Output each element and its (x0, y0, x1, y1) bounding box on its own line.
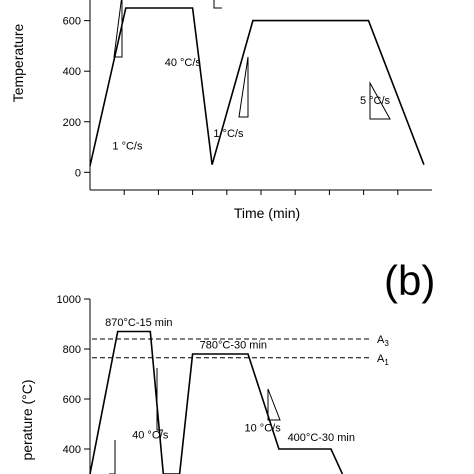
chart-a-series-line (89, 7, 425, 167)
y-tick-label: 400 (63, 444, 81, 456)
chart-a-y-axis-label: Temperature (10, 23, 26, 102)
panel-b-label: (b) (384, 257, 435, 304)
slope-triangle (267, 388, 281, 421)
rate-annotation: 5 °C/s (360, 95, 391, 107)
y-tick-label: 400 (63, 66, 81, 78)
y-tick-label: 600 (63, 16, 81, 28)
rate-annotation: 780°C-30 min (200, 339, 267, 351)
rate-annotation: 10 °C/s (245, 423, 282, 435)
slope-triangle (156, 368, 163, 431)
y-tick-label: 200 (63, 117, 81, 129)
chart-a: 0 200 400 600 Temperature Time (min) 1 °C/s… (10, 0, 432, 221)
slope-triangle (109, 440, 116, 474)
rate-annotation: 400°C-30 min (288, 432, 355, 444)
slope-triangle (369, 81, 391, 120)
rate-annotation: 1 °C/s (213, 128, 244, 140)
y-tick-label: 600 (63, 394, 81, 406)
rate-annotation: 1 °C/s (112, 141, 143, 153)
y-tick-label: 800 (63, 344, 81, 356)
rate-annotation: 40 °C/s (165, 57, 202, 69)
slope-triangle (238, 56, 249, 118)
reference-line-label: A3 (377, 334, 389, 348)
reference-line-label: A1 (377, 353, 389, 367)
chart-b-y-axis-label: perature (°C) (19, 379, 35, 460)
rate-annotation: 870°C-15 min (105, 317, 172, 329)
chart-b: (b) 400 600 800 1000 perature (°C) A3 A1 870… (19, 257, 435, 474)
chart-b-series-line (89, 330, 344, 474)
rate-annotation: 40 °C/s (132, 430, 169, 442)
y-tick-label: 0 (75, 167, 81, 179)
y-tick-label: 1000 (57, 294, 81, 306)
slope-triangle (213, 0, 222, 9)
chart-a-x-axis-label: Time (min) (234, 205, 300, 221)
